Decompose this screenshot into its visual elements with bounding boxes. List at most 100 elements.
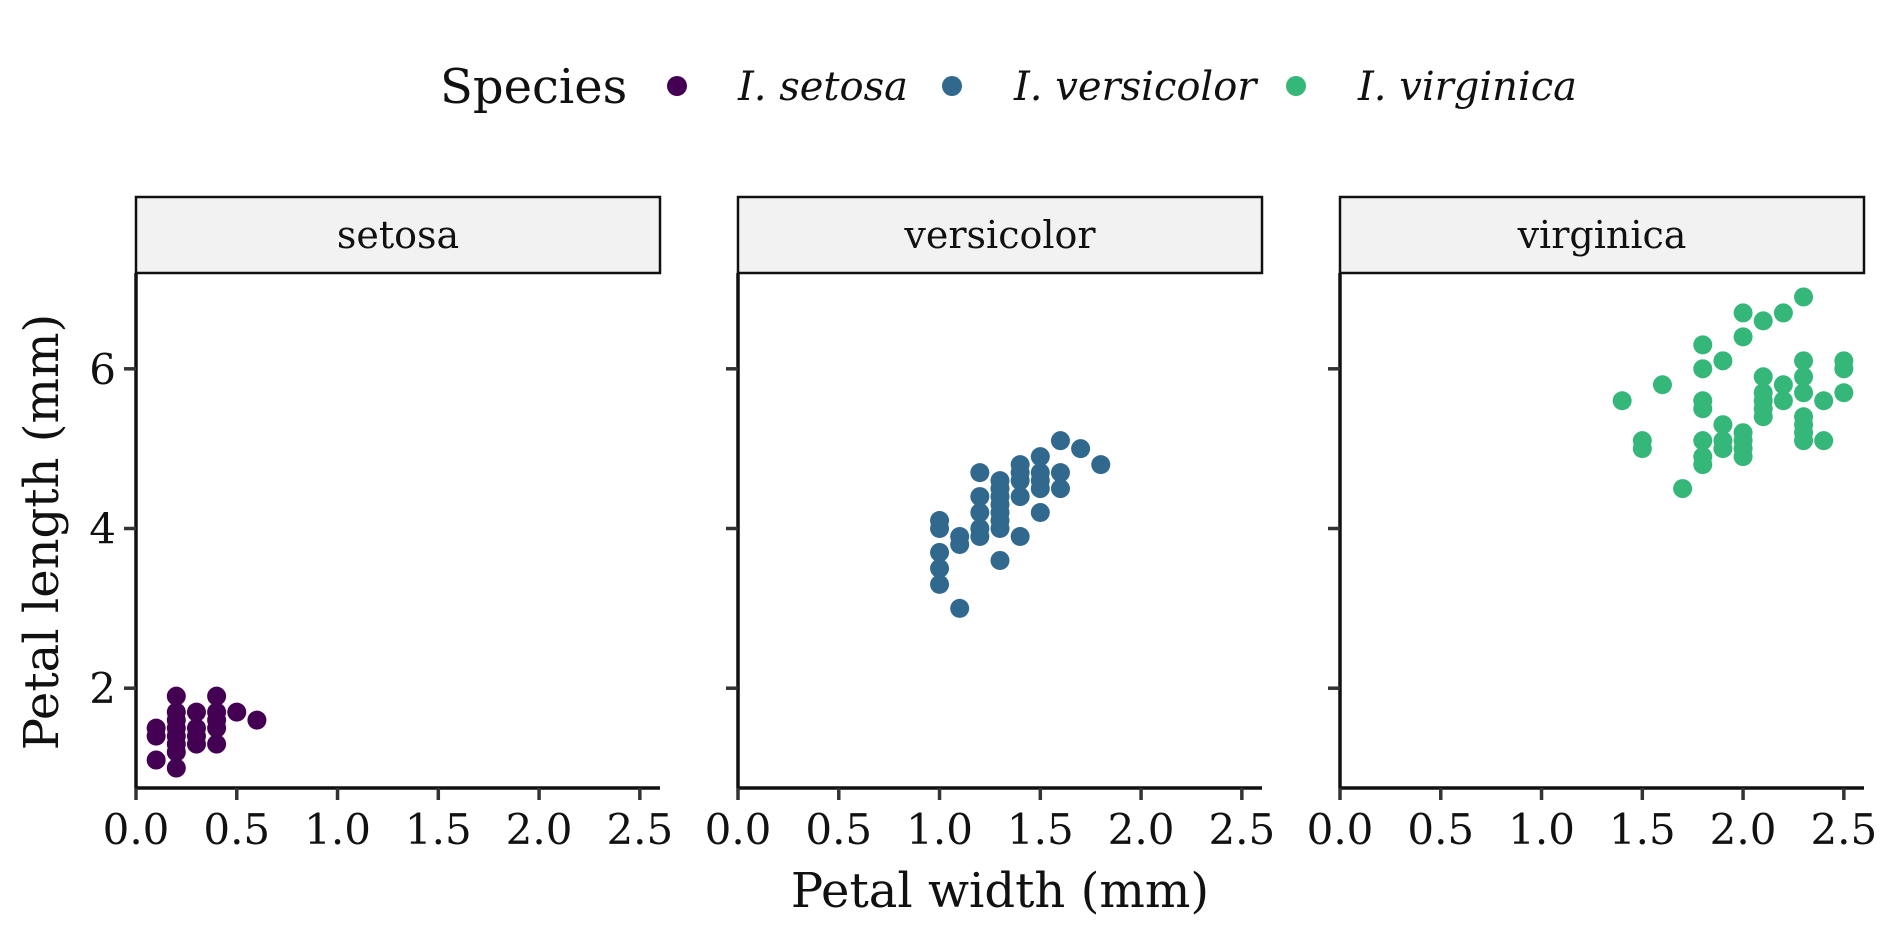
data-point [207,734,227,754]
x-tick-label: 1.5 [1007,805,1074,854]
data-point [1773,375,1793,395]
data-point [207,702,227,722]
facet-strip-virginica [1338,195,1866,275]
data-point [930,558,950,578]
legend-label-2: I. versicolor [1013,64,1259,110]
facet-strip-label: setosa [337,213,459,257]
data-point [1733,423,1753,443]
data-point [930,511,950,531]
legend-key-1 [667,76,687,96]
facet-strip-setosa [134,195,662,275]
data-point [1733,303,1753,323]
x-tick-label: 2.0 [506,805,573,854]
data-point [186,702,206,722]
data-point [970,487,990,507]
data-point [930,542,950,562]
legend: Species I. setosa I. versicolor I. virgini… [440,59,1577,115]
x-tick-label: 0.5 [203,805,270,854]
data-point [146,718,166,738]
data-point [970,463,990,483]
data-point [1693,335,1713,355]
x-tick-label: 2.5 [1208,805,1275,854]
x-tick-label: 2.0 [1710,805,1777,854]
y-tick-label: 2 [89,664,116,713]
data-point [1632,431,1652,451]
legend-key-2 [942,76,962,96]
data-point [1794,367,1814,387]
data-point [1814,391,1834,411]
x-tick-label: 1.5 [405,805,472,854]
x-tick-label: 0.0 [103,805,170,854]
x-tick-label: 1.0 [1508,805,1575,854]
data-point [1010,526,1030,546]
data-point [1030,447,1050,467]
y-axis-title: Petal length (mm) [14,314,70,750]
data-point [166,758,186,778]
data-point [207,686,227,706]
data-point [1794,351,1814,371]
x-axis-title: Petal width (mm) [791,863,1209,919]
data-point [166,686,186,706]
data-point [1050,431,1070,451]
x-tick-label: 0.0 [705,805,772,854]
data-point [1693,359,1713,379]
legend-label-1: I. setosa [737,64,908,110]
data-point [1794,383,1814,403]
x-tick-label: 1.5 [1609,805,1676,854]
legend-key-3 [1286,76,1306,96]
data-point [1010,455,1030,475]
data-point [1673,479,1693,499]
x-tick-label: 2.0 [1108,805,1175,854]
data-point [990,550,1010,570]
data-point [227,702,247,722]
facet-panel-virginica: virginica 0.0 0.5 1.0 1.5 2.0 2.5 [1307,195,1877,854]
facet-strip-label: versicolor [903,213,1096,257]
data-point [1753,383,1773,403]
data-point [1010,487,1030,507]
data-point [1713,431,1733,451]
data-point [930,574,950,594]
facet-panel-setosa: setosa 2 4 6 0.0 0.5 1.0 1.5 2.0 2.5 [89,195,673,854]
x-tick-label: 1.0 [906,805,973,854]
data-point [166,702,186,722]
data-point [1814,431,1834,451]
data-point [1693,391,1713,411]
x-tick-label: 0.5 [805,805,872,854]
facet-panels: setosa 2 4 6 0.0 0.5 1.0 1.5 2.0 2.5 versicolor 0.0… [89,195,1877,854]
data-point [186,718,206,738]
data-point [1091,455,1111,475]
data-point [1030,463,1050,483]
data-point [1753,367,1773,387]
data-point [1652,375,1672,395]
data-point [1834,383,1854,403]
data-point [1773,391,1793,411]
legend-label-3: I. virginica [1357,64,1577,110]
data-point [1050,463,1070,483]
data-point [1693,431,1713,451]
data-point [970,503,990,523]
x-tick-label: 2.5 [1810,805,1877,854]
data-point [1612,391,1632,411]
data-point [1794,287,1814,307]
data-point [1693,447,1713,467]
data-point [247,710,267,730]
data-point [1713,351,1733,371]
data-point [1713,415,1733,435]
y-tick-label: 6 [89,345,116,394]
x-tick-label: 1.0 [304,805,371,854]
data-point [1050,479,1070,499]
data-point [990,471,1010,491]
data-point [1753,311,1773,331]
data-point [970,519,990,539]
data-point [950,526,970,546]
facet-panel-versicolor: versicolor 0.0 0.5 1.0 1.5 2.0 2.5 [705,195,1275,854]
data-point [1030,503,1050,523]
data-point [1071,439,1091,459]
data-point [1834,351,1854,371]
legend-title: Species [440,59,627,115]
data-point [1733,327,1753,347]
data-point [1794,407,1814,427]
x-tick-label: 0.0 [1307,805,1374,854]
